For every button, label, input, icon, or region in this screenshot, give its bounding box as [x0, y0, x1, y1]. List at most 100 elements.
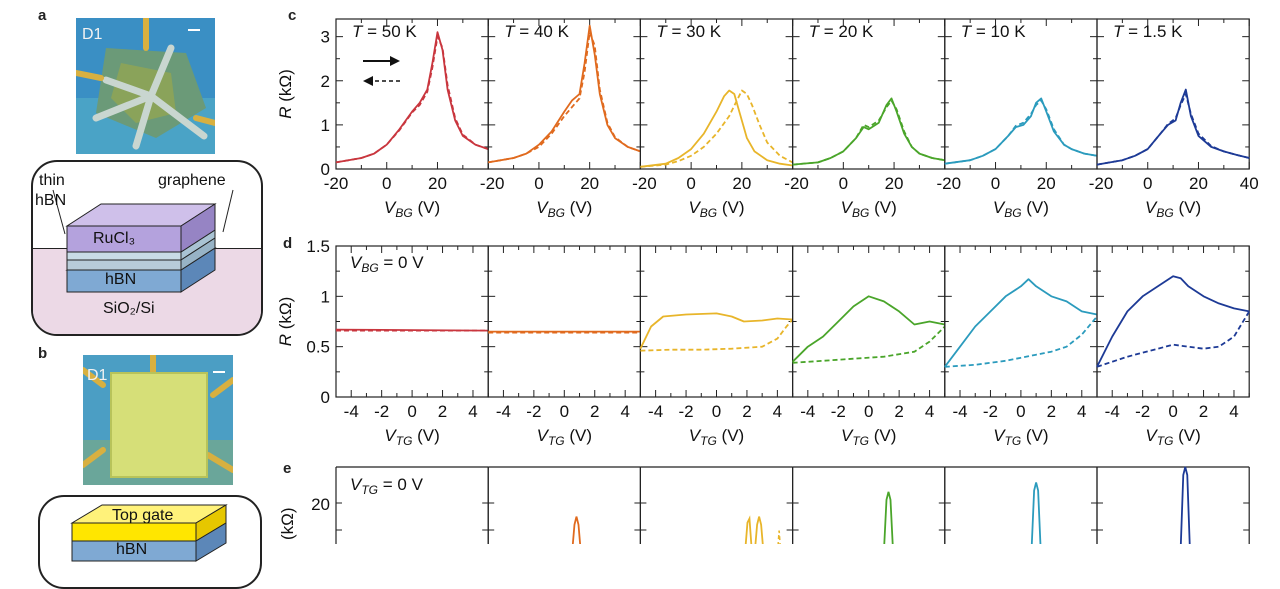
- plot-frame: [335, 18, 489, 170]
- y-tick-label: 1: [321, 116, 330, 135]
- x-axis-label: VBG (V): [993, 198, 1049, 220]
- gate-condition-label: VBG = 0 V: [350, 253, 424, 275]
- y-tick-label: 1: [321, 287, 330, 306]
- x-tick-label: 20: [1189, 174, 1208, 193]
- sweep-forward-line: [791, 295, 945, 363]
- x-axis-label: VTG (V): [689, 426, 744, 448]
- x-tick-label: -4: [1105, 402, 1120, 421]
- device-photo-a-drawing: [76, 18, 215, 154]
- y-tick-label: 0: [321, 160, 330, 179]
- temperature-label: T = 30 K: [656, 22, 721, 41]
- sweep-forward-line: [1096, 275, 1250, 368]
- x-axis-label: VBG (V): [1145, 198, 1201, 220]
- x-tick-label: -4: [344, 402, 359, 421]
- sweep-forward-line: [335, 31, 489, 164]
- plot-frame: [791, 18, 946, 170]
- temperature-label: T = 1.5 K: [1113, 22, 1183, 41]
- sweep-forward-line: [944, 278, 1098, 368]
- x-tick-label: 20: [732, 174, 751, 193]
- x-tick-label: -4: [648, 402, 663, 421]
- graphene-label: graphene: [158, 172, 226, 189]
- temperature-label: T = 50 K: [352, 22, 417, 41]
- x-tick-label: 40: [1240, 174, 1259, 193]
- panel-label-c: c: [288, 7, 297, 24]
- device-schematic-a: thin hBN graphene RuCl₃ hBN SiO₂/Si: [31, 160, 263, 336]
- sweep-backward-line: [335, 35, 489, 164]
- x-tick-label: -2: [983, 402, 998, 421]
- top-gate-label: Top gate: [112, 507, 174, 524]
- x-axis-label: VBG (V): [841, 198, 897, 220]
- panel-label-a: a: [38, 7, 47, 24]
- sweep-forward-line: [1030, 482, 1042, 544]
- sweep-forward-line: [1179, 466, 1191, 544]
- x-tick-label: -2: [678, 402, 693, 421]
- x-tick-label: 4: [1229, 402, 1238, 421]
- sweep-backward-line: [640, 89, 794, 168]
- x-tick-label: 4: [620, 402, 629, 421]
- sweep-backward-line: [944, 315, 1098, 368]
- x-tick-label: -20: [1089, 174, 1114, 193]
- sweep-forward-line: [1096, 88, 1250, 166]
- forward-arrow-head: [390, 56, 400, 66]
- y-axis-label: (kΩ): [278, 507, 297, 540]
- temperature-label: T = 40 K: [504, 22, 569, 41]
- y-tick-label: 2: [321, 72, 330, 91]
- device-photo-a: D1: [76, 18, 215, 154]
- x-axis-label: VBG (V): [384, 198, 440, 220]
- sweep-backward-line: [777, 530, 781, 544]
- plot-frame: [639, 18, 794, 170]
- x-tick-label: 20: [885, 174, 904, 193]
- device-photo-b: D1: [83, 355, 233, 485]
- x-axis-label: VTG (V): [384, 426, 439, 448]
- x-tick-label: -20: [324, 174, 349, 193]
- x-tick-label: 0: [382, 174, 391, 193]
- plot-frame: [944, 245, 1098, 398]
- substrate-label: SiO₂/Si: [103, 300, 155, 317]
- sweep-forward-line: [639, 312, 793, 350]
- sweep-forward-line: [640, 89, 793, 168]
- layer-stack-drawing: [52, 189, 234, 293]
- y-tick-label: 1.5: [306, 237, 330, 256]
- y-axis-label: R (kΩ): [276, 69, 295, 119]
- sweep-forward-line: [571, 516, 582, 544]
- x-tick-label: 20: [1037, 174, 1056, 193]
- x-tick-label: 0: [534, 174, 543, 193]
- x-tick-label: -20: [937, 174, 962, 193]
- x-tick-label: -2: [1135, 402, 1150, 421]
- backward-arrow-head: [363, 76, 373, 86]
- sweep-forward-line: [792, 97, 945, 166]
- x-tick-label: -2: [526, 402, 541, 421]
- x-axis-label: VTG (V): [993, 426, 1048, 448]
- x-tick-label: 20: [428, 174, 447, 193]
- sweep-forward-line: [883, 491, 894, 544]
- sweep-backward-line: [792, 325, 946, 364]
- plot-frame: [487, 18, 642, 170]
- sweep-forward-line: [744, 515, 753, 544]
- x-axis-label: VBG (V): [688, 198, 744, 220]
- x-tick-label: 0: [1143, 174, 1152, 193]
- y-tick-label: 3: [321, 28, 330, 47]
- plot-frame: [944, 18, 1098, 170]
- x-tick-label: -4: [496, 402, 511, 421]
- x-tick-label: -20: [480, 174, 505, 193]
- sweep-backward-line: [640, 318, 794, 352]
- y-tick-label: 0: [321, 388, 330, 407]
- sweep-backward-line: [1096, 310, 1250, 368]
- x-tick-label: 0: [1168, 402, 1177, 421]
- sweep-backward-line: [488, 31, 641, 164]
- x-tick-label: 0: [407, 402, 416, 421]
- x-tick-label: 20: [580, 174, 599, 193]
- x-axis-label: VTG (V): [1145, 426, 1200, 448]
- x-tick-label: 2: [742, 402, 751, 421]
- x-axis-label: VBG (V): [536, 198, 592, 220]
- panel-label-d: d: [283, 235, 293, 252]
- x-tick-label: 2: [1047, 402, 1056, 421]
- x-tick-label: 0: [864, 402, 873, 421]
- temperature-label: T = 10 K: [961, 22, 1026, 41]
- plot-frame: [791, 245, 946, 398]
- x-tick-label: 2: [590, 402, 599, 421]
- x-tick-label: -2: [831, 402, 846, 421]
- plot-frame: [1096, 18, 1250, 170]
- photo-a-label: D1: [82, 26, 103, 43]
- rucl3-label: RuCl₃: [93, 230, 136, 247]
